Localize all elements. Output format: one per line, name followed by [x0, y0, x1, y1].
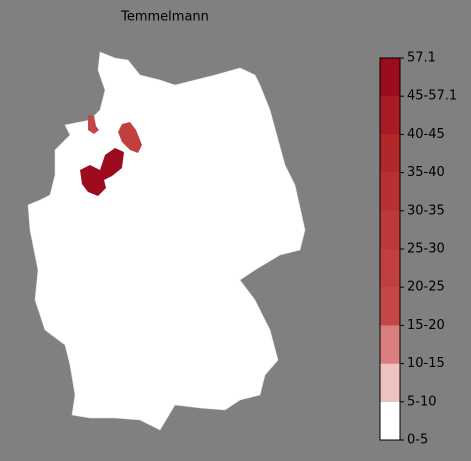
colorbar-label: 10-15 [407, 356, 445, 371]
country-shape [27, 51, 306, 431]
colorbar-label: 30-35 [407, 203, 445, 218]
colorbar-segment [380, 363, 400, 402]
colorbar-segment [380, 134, 400, 173]
germany-map [27, 51, 306, 431]
colorbar-label: 15-20 [407, 318, 445, 333]
colorbar-label: 35-40 [407, 165, 445, 180]
colorbar-segment [380, 172, 400, 211]
colorbar-segment [380, 401, 400, 440]
colorbar-label: 0-5 [407, 433, 428, 448]
region-high [80, 148, 124, 196]
colorbar: 0-5 5-10 10-15 15-20 20-25 25-30 30-35 35-40 40-… [380, 51, 457, 448]
colorbar-label: 57.1 [407, 51, 436, 66]
colorbar-segment [380, 96, 400, 135]
colorbar-segment [380, 325, 400, 364]
region-mid [118, 122, 142, 153]
colorbar-label: 25-30 [407, 242, 445, 257]
map-title: Temmelmann [120, 10, 209, 25]
region-mid [88, 115, 99, 134]
colorbar-frame [379, 57, 401, 441]
colorbar-segment [380, 210, 400, 249]
colorbar-label: 45-57.1 [407, 89, 457, 104]
colorbar-label: 5-10 [407, 394, 437, 409]
colorbar-label: 40-45 [407, 127, 445, 142]
colorbar-segment [380, 58, 400, 97]
colorbar-segment [380, 249, 400, 288]
colorbar-label: 20-25 [407, 280, 445, 295]
colorbar-segment [380, 287, 400, 326]
